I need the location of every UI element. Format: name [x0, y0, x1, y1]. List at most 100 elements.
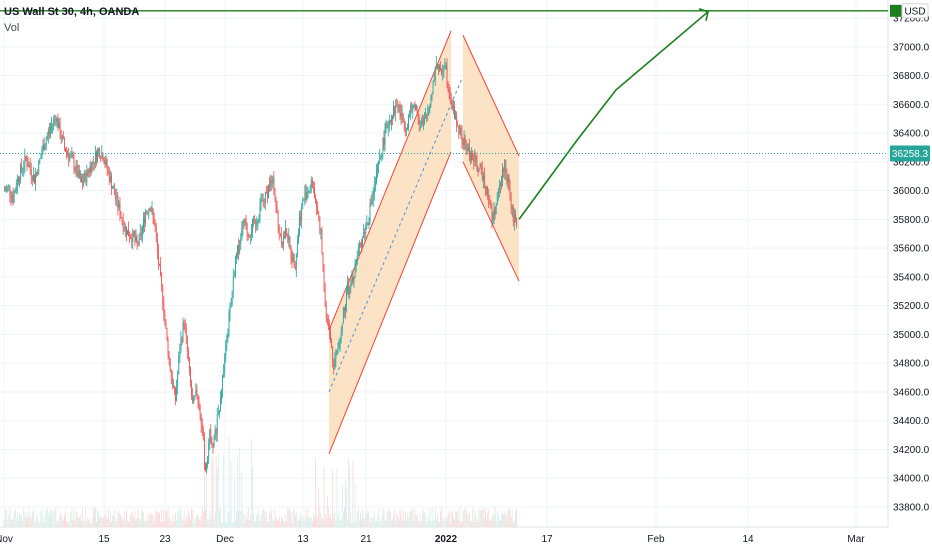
volume-bar [273, 521, 275, 527]
parallel-channels[interactable] [328, 30, 520, 454]
volume-bar [469, 513, 470, 527]
volume-bar [47, 512, 49, 527]
candle-body [33, 174, 34, 181]
candle-body [58, 122, 60, 129]
candle-body [409, 115, 411, 118]
candle-body [230, 303, 232, 304]
volume-bar [329, 518, 330, 527]
candle-body [197, 394, 199, 402]
candle-body [249, 235, 251, 238]
candle-body [217, 413, 219, 416]
candle-body [392, 116, 393, 119]
volume-bar [98, 511, 100, 527]
volume-bar [209, 509, 211, 527]
candle-body [414, 105, 416, 111]
volume-bar [485, 508, 486, 527]
candle-body [201, 424, 203, 434]
candle-body [482, 175, 484, 181]
volume-bar [509, 510, 511, 527]
candle-body [82, 181, 83, 184]
volume-bar [327, 507, 329, 527]
volume-bar [102, 517, 104, 527]
candle-body [158, 251, 159, 264]
candle-body [238, 245, 240, 253]
candle-body [401, 113, 403, 118]
candle-body [162, 285, 164, 304]
horizontal-levels[interactable] [0, 10, 888, 154]
volume-bar [325, 517, 327, 527]
candle-body [307, 193, 309, 194]
volume-bar [308, 517, 310, 527]
candle-body [67, 151, 69, 155]
candle-body [196, 389, 198, 395]
candle-body [351, 276, 353, 284]
volume-bar [4, 519, 5, 527]
volume-bar [99, 517, 101, 527]
volume-bar [227, 511, 229, 527]
candle-body [333, 359, 335, 370]
candle-body [81, 176, 82, 182]
volume-bar [427, 515, 429, 527]
candle-body [429, 103, 431, 107]
volume-bar [226, 521, 228, 527]
price-axis[interactable]: 37200.0 37000.0 36800.0 36600.0 36400.0 36200… [890, 3, 930, 514]
candle-body [326, 317, 328, 324]
volume-bar [49, 516, 50, 527]
volume-bar [114, 510, 116, 527]
volume-bar [369, 522, 371, 527]
y-tick-label: 36800.0 [893, 71, 930, 82]
volume-bar [36, 515, 38, 527]
volume-bar [182, 520, 184, 527]
volume-bar [479, 510, 481, 527]
volume-bar [279, 522, 281, 527]
volume-bar [184, 520, 186, 527]
candle-body [431, 94, 433, 97]
volume-bar [260, 515, 262, 527]
volume-bar [339, 520, 341, 527]
volume-bar [276, 518, 278, 527]
candle-body [173, 386, 174, 388]
candle-body [123, 229, 125, 231]
volume-bar [109, 511, 111, 527]
candle-body [386, 124, 388, 128]
volume-bar [218, 510, 220, 527]
volume-bar [261, 510, 263, 527]
volume-bar [431, 507, 433, 527]
time-axis[interactable]: Nov 15 23 Dec 13 21 2022 17 Feb 14 Mar [0, 534, 865, 545]
volume-bar [237, 455, 238, 527]
volume-bar [129, 521, 131, 527]
candle-body [476, 159, 478, 170]
volume-bar [315, 457, 316, 527]
candle-body [177, 373, 179, 388]
volume-bar [502, 509, 503, 527]
volume-bar [330, 514, 331, 527]
candle-body [458, 126, 460, 134]
volume-bar [378, 507, 380, 527]
candle-body [245, 220, 247, 224]
volume-bar [388, 509, 390, 527]
volume-bar [221, 522, 222, 527]
volume-bar [419, 515, 421, 527]
volume-bar [154, 510, 156, 527]
candle-body [226, 335, 228, 345]
volume-bar [324, 513, 326, 527]
volume-bar [310, 516, 312, 527]
volume-bar [334, 511, 336, 527]
volume-bar [240, 511, 242, 527]
volume-bar [253, 514, 254, 527]
volume-bar [224, 507, 226, 527]
candle-body [193, 396, 195, 404]
volume-bar [159, 512, 160, 527]
volume-bar [490, 520, 492, 527]
volume-bar [137, 508, 139, 527]
volume-bar [354, 484, 356, 527]
volume-bar [51, 509, 52, 527]
forecast-path[interactable] [518, 8, 709, 220]
volume-bar [375, 521, 376, 527]
volume-bar [158, 511, 159, 527]
candle-body [266, 192, 267, 194]
candle-body [52, 124, 54, 126]
y-tick-label: 35800.0 [893, 215, 930, 226]
volume-bar [407, 513, 408, 527]
